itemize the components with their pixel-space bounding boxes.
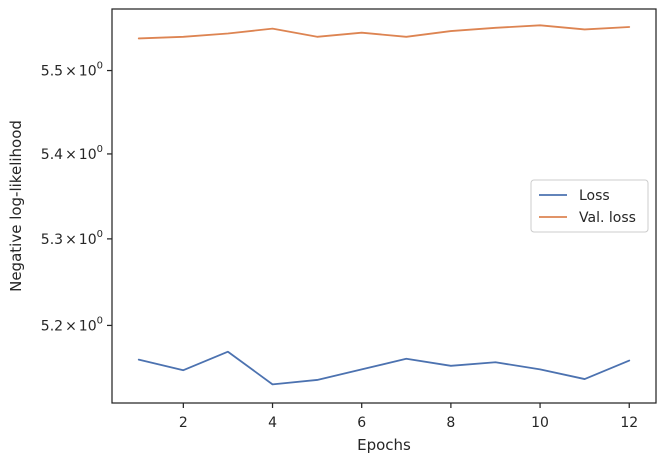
y-tick-times: × [65, 318, 77, 334]
legend: Loss Val. loss [530, 179, 649, 233]
y-axis-label: Negative log-likelihood [7, 120, 25, 292]
y-tick-mantissa: 5.5 [41, 64, 63, 80]
y-tick-mantissa: 5.2 [41, 318, 63, 334]
x-axis-label: Epochs [357, 436, 411, 454]
legend-label: Val. loss [579, 210, 636, 226]
y-tick-exponent: 0 [97, 144, 103, 155]
x-tick-label: 10 [531, 415, 549, 431]
x-axis: 2 4 6 8 10 12 [179, 403, 638, 431]
y-tick-times: × [65, 232, 77, 248]
legend-box [530, 179, 649, 233]
y-tick-base: 10 [79, 318, 97, 334]
y-tick-times: × [65, 64, 77, 80]
y-tick-label: 5.3 × 100 [41, 229, 103, 248]
series-line-2 [137, 24, 631, 40]
x-tick-label: 2 [179, 415, 188, 431]
y-tick-label: 5.5 × 100 [41, 61, 103, 80]
legend-label: Loss [579, 188, 610, 204]
series-line-1 [137, 350, 631, 386]
x-tick-label: 8 [446, 415, 455, 431]
y-tick-base: 10 [79, 232, 97, 248]
y-tick-exponent: 0 [97, 61, 103, 72]
plot-frame [111, 8, 657, 404]
y-tick-exponent: 0 [97, 229, 103, 240]
y-tick-times: × [65, 147, 77, 163]
y-tick-base: 10 [79, 64, 97, 80]
y-tick-mantissa: 5.4 [41, 147, 63, 163]
y-tick-label: 5.2 × 100 [41, 315, 103, 334]
x-tick-label: 4 [268, 415, 277, 431]
plot-lines [137, 24, 631, 386]
y-tick-base: 10 [79, 147, 97, 163]
y-tick-mantissa: 5.3 [41, 232, 63, 248]
x-tick-label: 12 [620, 415, 638, 431]
y-tick-label: 5.4 × 100 [41, 144, 103, 163]
y-tick-exponent: 0 [97, 315, 103, 326]
x-tick-label: 6 [357, 415, 366, 431]
